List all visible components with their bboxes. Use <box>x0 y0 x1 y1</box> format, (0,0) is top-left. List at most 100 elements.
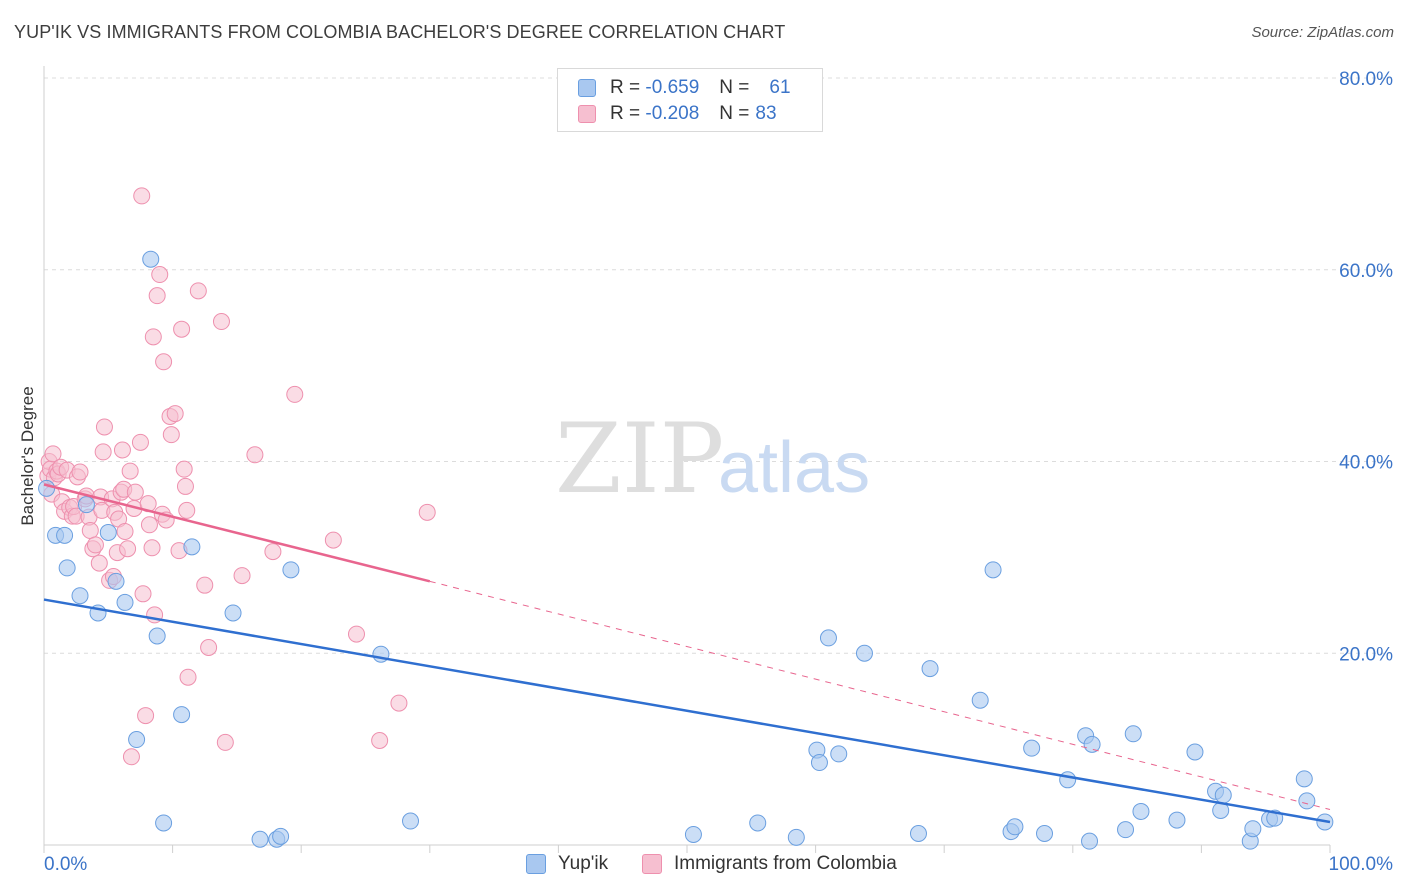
point-yupik <box>38 479 56 497</box>
trend-lines <box>43 483 1331 824</box>
trend-colombia <box>43 483 431 583</box>
point-yupik <box>272 827 290 845</box>
point-colombia <box>166 405 184 423</box>
source-label: Source: ZipAtlas.com <box>1251 24 1394 41</box>
point-yupik <box>142 250 160 268</box>
bottom-legend-label-yupik: Yup'ik <box>558 853 609 874</box>
y-axis-label: Bachelor's Degree <box>18 386 37 525</box>
point-colombia <box>179 668 197 686</box>
point-colombia <box>44 445 62 463</box>
point-colombia <box>131 433 149 451</box>
watermark-atlas: atlas <box>718 428 870 508</box>
point-colombia <box>86 536 104 554</box>
legend-swatch-yupik <box>578 79 596 97</box>
point-colombia <box>371 731 389 749</box>
legend-n-label: N = <box>719 103 750 124</box>
chart-title: YUP'IK VS IMMIGRANTS FROM COLOMBIA BACHE… <box>14 22 786 42</box>
point-yupik <box>1132 802 1150 820</box>
point-colombia <box>121 462 139 480</box>
point-yupik <box>71 587 89 605</box>
legend-r-label: R = <box>610 77 641 98</box>
bottom-legend-swatch-colombia <box>642 854 662 874</box>
point-yupik <box>1298 792 1316 810</box>
point-yupik <box>1244 820 1262 838</box>
bottom-legend-yupik: Yup'ik <box>526 852 608 876</box>
legend-n-value: 61 <box>769 77 791 98</box>
point-colombia <box>148 287 166 305</box>
point-yupik <box>173 706 191 724</box>
legend-swatch-colombia <box>578 105 596 123</box>
point-yupik <box>971 691 989 709</box>
point-colombia <box>212 313 230 331</box>
point-colombia <box>200 638 218 656</box>
legend-n-value: 83 <box>755 103 777 124</box>
y-tick-label: 80.0% <box>1339 69 1393 90</box>
point-colombia <box>286 385 304 403</box>
point-colombia <box>116 522 134 540</box>
point-colombia <box>324 531 342 549</box>
point-yupik <box>1186 743 1204 761</box>
point-yupik <box>148 627 166 645</box>
point-yupik <box>684 825 702 843</box>
point-yupik <box>251 830 269 848</box>
legend-n-label: N = <box>719 77 750 98</box>
legend: R = -0.659 N = 61 R = -0.208 N = 83 <box>557 68 823 132</box>
legend-row-yupik: R = -0.659 N = 61 <box>578 76 791 100</box>
point-colombia <box>119 540 137 558</box>
point-colombia <box>137 707 155 725</box>
point-colombia <box>178 501 196 519</box>
point-colombia <box>233 567 251 585</box>
point-colombia <box>246 446 264 464</box>
point-colombia <box>71 463 89 481</box>
x-tick-label: 100.0% <box>1329 854 1394 875</box>
point-colombia <box>176 477 194 495</box>
point-colombia <box>173 320 191 338</box>
legend-row-colombia: R = -0.208 N = 83 <box>578 102 777 126</box>
point-yupik <box>116 593 134 611</box>
bottom-legend-swatch-yupik <box>526 854 546 874</box>
point-yupik <box>1036 824 1054 842</box>
point-yupik <box>282 561 300 579</box>
point-colombia <box>390 694 408 712</box>
watermark: ZIP atlas <box>555 403 870 515</box>
point-colombia <box>95 418 113 436</box>
point-colombia <box>151 266 169 284</box>
point-yupik <box>1083 735 1101 753</box>
point-colombia <box>90 554 108 572</box>
point-yupik <box>1124 725 1142 743</box>
point-yupik <box>224 604 242 622</box>
point-colombia <box>113 441 131 459</box>
point-colombia <box>140 516 158 534</box>
point-yupik <box>402 812 420 830</box>
point-yupik <box>183 538 201 556</box>
point-colombia <box>81 522 99 540</box>
y-tick-label: 40.0% <box>1339 453 1393 474</box>
point-yupik <box>56 526 74 544</box>
legend-r-value: -0.208 <box>645 103 700 124</box>
point-colombia <box>418 503 436 521</box>
point-yupik <box>819 629 837 647</box>
point-colombia <box>196 576 214 594</box>
point-colombia <box>155 353 173 371</box>
series-colombia-points <box>39 187 436 766</box>
trend-colombia-extension <box>429 580 1331 811</box>
point-yupik <box>77 496 95 514</box>
point-yupik <box>909 824 927 842</box>
point-yupik <box>1295 770 1313 788</box>
point-yupik <box>1081 832 1099 850</box>
point-yupik <box>1006 818 1024 836</box>
point-yupik <box>128 731 146 749</box>
point-colombia <box>122 748 140 766</box>
point-yupik <box>984 561 1002 579</box>
point-colombia <box>144 328 162 346</box>
x-tick-label: 0.0% <box>44 854 87 875</box>
watermark-zip: ZIP <box>555 403 724 515</box>
point-yupik <box>99 523 117 541</box>
point-colombia <box>133 187 151 205</box>
point-colombia <box>347 625 365 643</box>
legend-r-value: -0.659 <box>645 77 700 98</box>
point-yupik <box>107 572 125 590</box>
point-yupik <box>787 828 805 846</box>
point-colombia <box>134 585 152 603</box>
